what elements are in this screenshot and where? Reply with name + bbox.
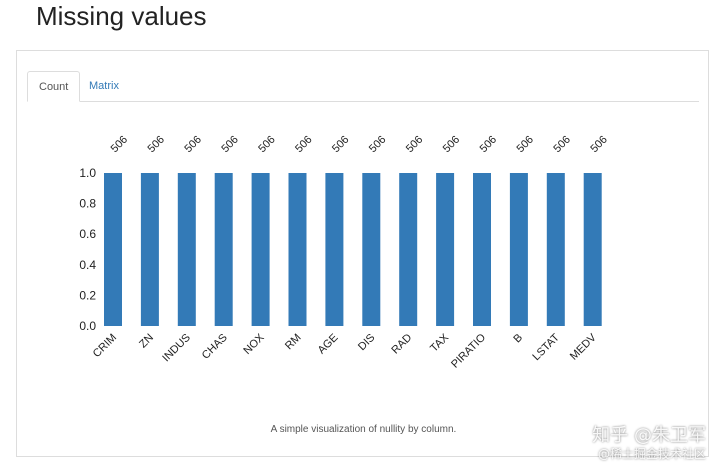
x-tick-label: INDUS — [160, 332, 193, 365]
count-label: 506 — [441, 134, 462, 155]
x-tick-label: ZN — [137, 332, 156, 351]
x-tick-label: B — [511, 332, 525, 346]
count-label: 506 — [109, 134, 130, 155]
missing-values-panel: Count Matrix 0.0 0.2 0.4 0.6 0.8 1.0 506 506 50… — [16, 50, 709, 457]
count-label: 506 — [330, 134, 351, 155]
x-tick-label: RAD — [389, 332, 414, 357]
count-label: 506 — [256, 134, 277, 155]
tab-bar: Count Matrix — [27, 71, 699, 102]
y-tick-label: 0.0 — [79, 319, 96, 333]
bar-indus — [177, 173, 196, 326]
tab-matrix[interactable]: Matrix — [89, 80, 119, 92]
count-labels: 506 506 506 506 506 506 506 506 506 506 506 506 506 5… — [109, 134, 610, 155]
bar-crim — [104, 173, 122, 326]
y-axis: 0.0 0.2 0.4 0.6 0.8 1.0 — [79, 166, 96, 333]
x-tick-label: LSTAT — [530, 331, 562, 363]
count-label: 506 — [515, 134, 536, 155]
bar-nox — [251, 173, 270, 326]
bar-medv — [583, 173, 602, 326]
x-tick-label: RM — [283, 332, 304, 353]
y-tick-label: 0.6 — [79, 227, 96, 241]
bar-rm — [288, 173, 307, 326]
count-label: 506 — [146, 134, 167, 155]
count-label: 506 — [219, 134, 240, 155]
x-tick-label: MEDV — [568, 331, 599, 362]
bar-dis — [362, 173, 381, 326]
count-label: 506 — [367, 134, 388, 155]
count-label: 506 — [182, 134, 203, 155]
y-tick-label: 0.8 — [79, 197, 96, 211]
x-tick-label: TAX — [428, 331, 452, 355]
count-label: 506 — [404, 134, 425, 155]
bar-age — [325, 173, 344, 326]
page-title: Missing values — [36, 1, 207, 31]
bars — [104, 173, 602, 326]
x-tick-label: DIS — [356, 332, 377, 353]
count-label: 506 — [293, 134, 314, 155]
chart-caption: A simple visualization of nullity by col… — [270, 424, 457, 435]
x-tick-label: NOX — [241, 331, 267, 357]
watermark: 知乎 @朱卫军 @稀土掘金技术社区 — [592, 425, 706, 462]
bar-b — [509, 173, 528, 326]
bar-rad — [399, 173, 418, 326]
y-tick-label: 1.0 — [79, 166, 96, 180]
x-tick-label: AGE — [316, 332, 341, 357]
bar-chas — [214, 173, 233, 326]
x-tick-label: CRIM — [91, 332, 119, 360]
x-tick-label: PIRATIO — [449, 331, 488, 370]
count-label: 506 — [551, 134, 572, 155]
count-label: 506 — [588, 134, 609, 155]
watermark-line-2: @稀土掘金技术社区 — [597, 447, 706, 461]
bar-tax — [436, 173, 455, 326]
x-tick-label: CHAS — [200, 332, 230, 362]
count-label: 506 — [478, 134, 499, 155]
nullity-bar-chart: 0.00.20.40.60.81.0 506 506 506 506 506 506 506… — [79, 134, 610, 371]
y-tick-label: 0.2 — [79, 288, 96, 302]
watermark-line-1: 知乎 @朱卫军 — [592, 425, 706, 446]
tab-count[interactable]: Count — [27, 71, 81, 102]
bar-lstat — [546, 173, 565, 326]
bar-zn — [140, 173, 159, 326]
y-tick-label: 0.4 — [79, 258, 96, 272]
bar-piratio — [473, 173, 491, 326]
